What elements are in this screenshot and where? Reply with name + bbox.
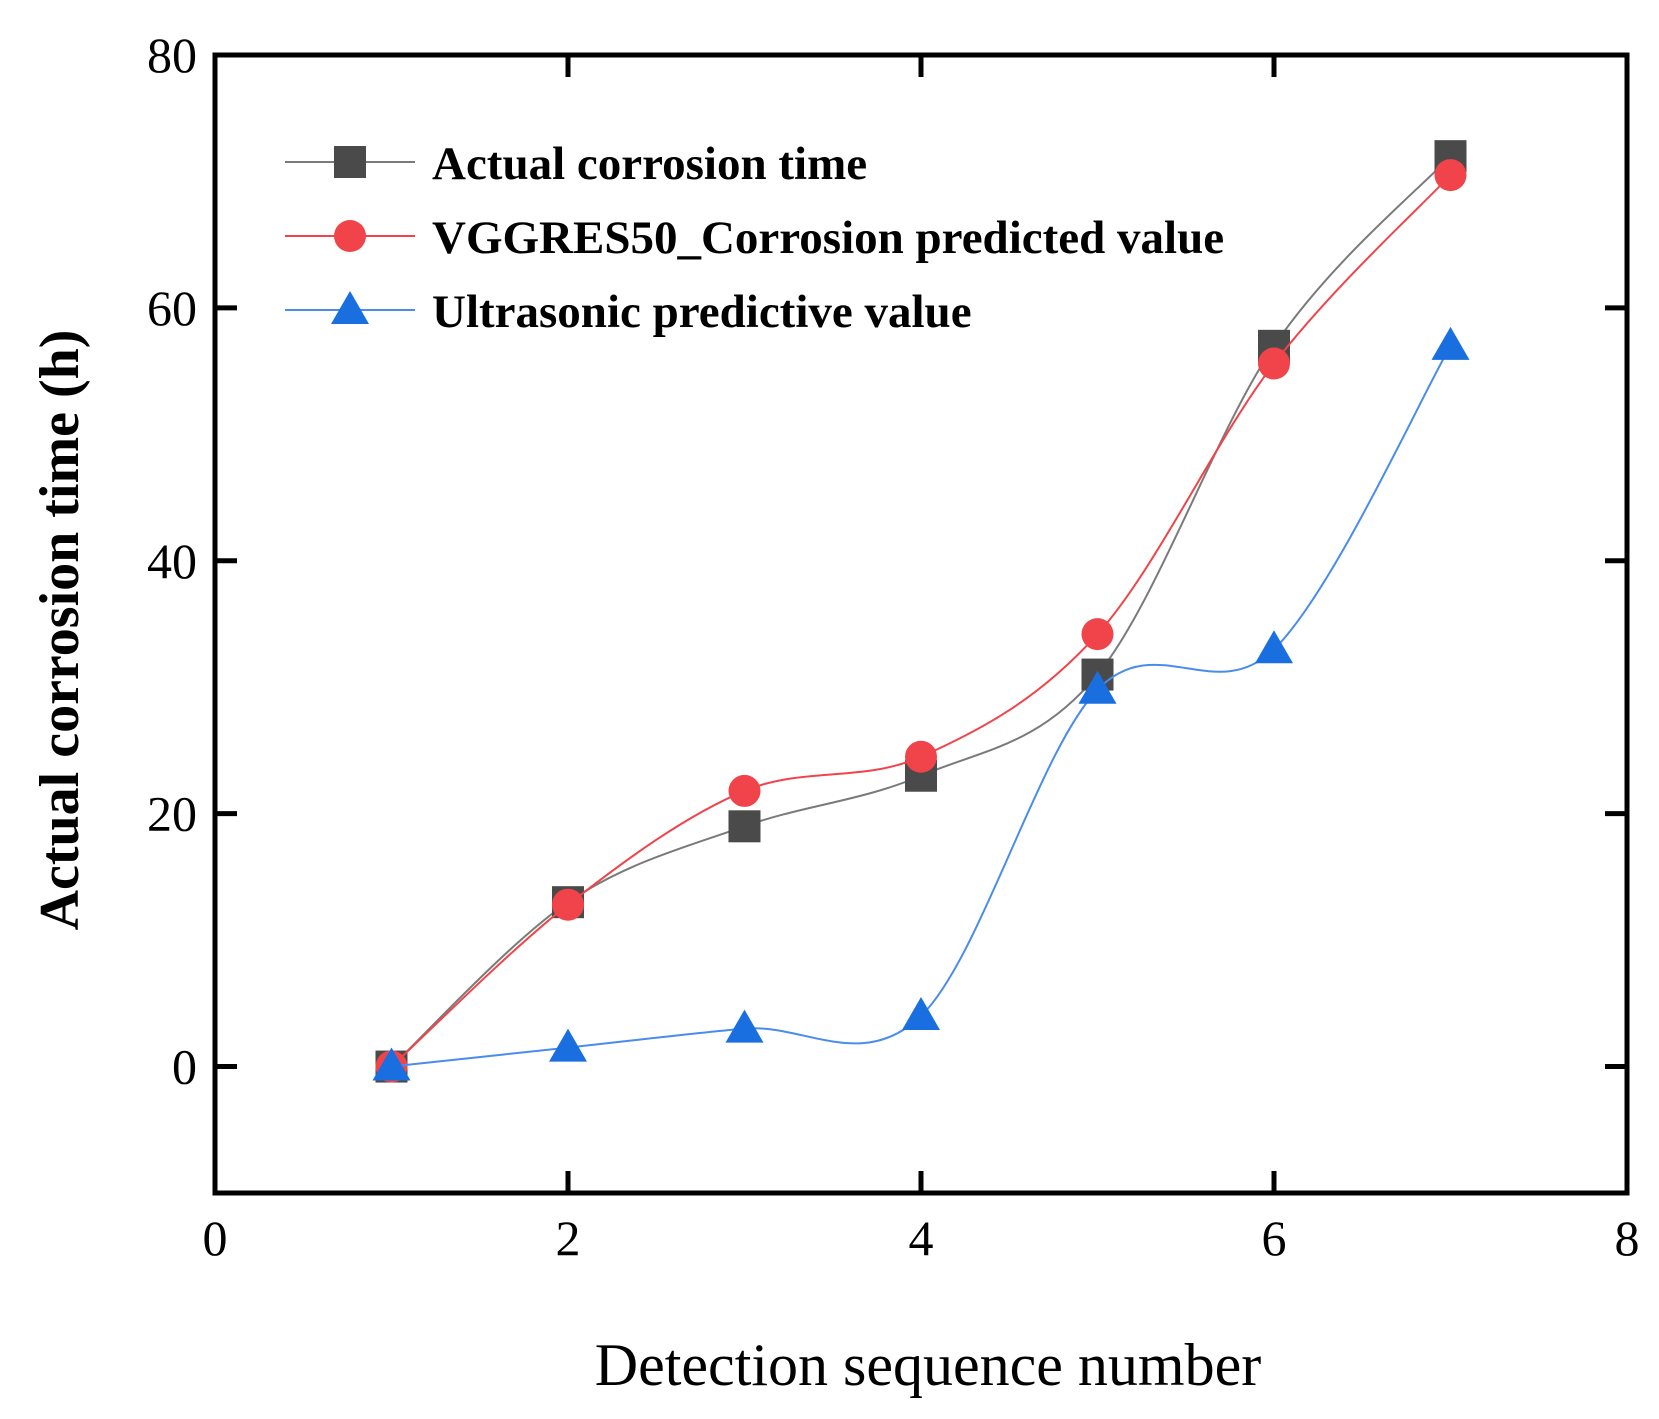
y-tick-label-40: 40 <box>147 533 197 589</box>
legend-label-3: Ultrasonic predictive value <box>432 286 972 338</box>
series-3-point-2 <box>549 1028 587 1062</box>
series-2-point-5 <box>1081 618 1114 651</box>
y-axis-title: Actual corrosion time (h) <box>29 330 91 931</box>
legend-marker-3 <box>331 291 369 324</box>
series-3-point-1 <box>372 1047 411 1081</box>
x-tick-label-6: 6 <box>1262 1210 1287 1266</box>
series-3-point-5 <box>1078 670 1117 704</box>
y-tick-label-20: 20 <box>147 786 197 842</box>
series-2-point-6 <box>1258 347 1290 380</box>
legend-label-1: Actual corrosion time <box>432 138 867 190</box>
series-1 <box>375 140 1467 1083</box>
series-layer <box>372 140 1470 1083</box>
y-tick-label-60: 60 <box>147 280 197 336</box>
series-1-point-3 <box>728 810 761 843</box>
y-tick-label-80: 80 <box>147 27 197 83</box>
legend: Actual corrosion time VGGRES50_Corrosion … <box>285 138 1224 338</box>
x-tick-label-8: 8 <box>1615 1210 1640 1266</box>
y-tick-label-0: 0 <box>172 1039 197 1095</box>
legend-marker-1 <box>334 146 366 178</box>
x-tick-label-0: 0 <box>203 1210 228 1266</box>
series-3 <box>372 326 1470 1081</box>
x-axis-title: Detection sequence number <box>595 1332 1261 1398</box>
series-2-point-2 <box>552 888 584 921</box>
legend-entry-1: Actual corrosion time <box>285 138 867 190</box>
x-tick-label-2: 2 <box>556 1210 581 1266</box>
series-3-point-6 <box>1255 630 1293 664</box>
series-3-point-4 <box>902 996 940 1030</box>
series-2-point-7 <box>1434 159 1467 192</box>
legend-marker-2 <box>334 220 366 252</box>
series-3-line <box>391 345 1452 1068</box>
x-tick-label-4: 4 <box>909 1210 934 1266</box>
series-3-point-7 <box>1431 326 1470 360</box>
series-2-point-3 <box>728 774 761 807</box>
legend-entry-2: VGGRES50_Corrosion predicted value <box>285 212 1224 264</box>
legend-entry-3: Ultrasonic predictive value <box>285 286 972 338</box>
legend-label-2: VGGRES50_Corrosion predicted value <box>432 212 1224 264</box>
series-3-point-3 <box>725 1009 764 1043</box>
series-2-point-4 <box>905 740 937 773</box>
